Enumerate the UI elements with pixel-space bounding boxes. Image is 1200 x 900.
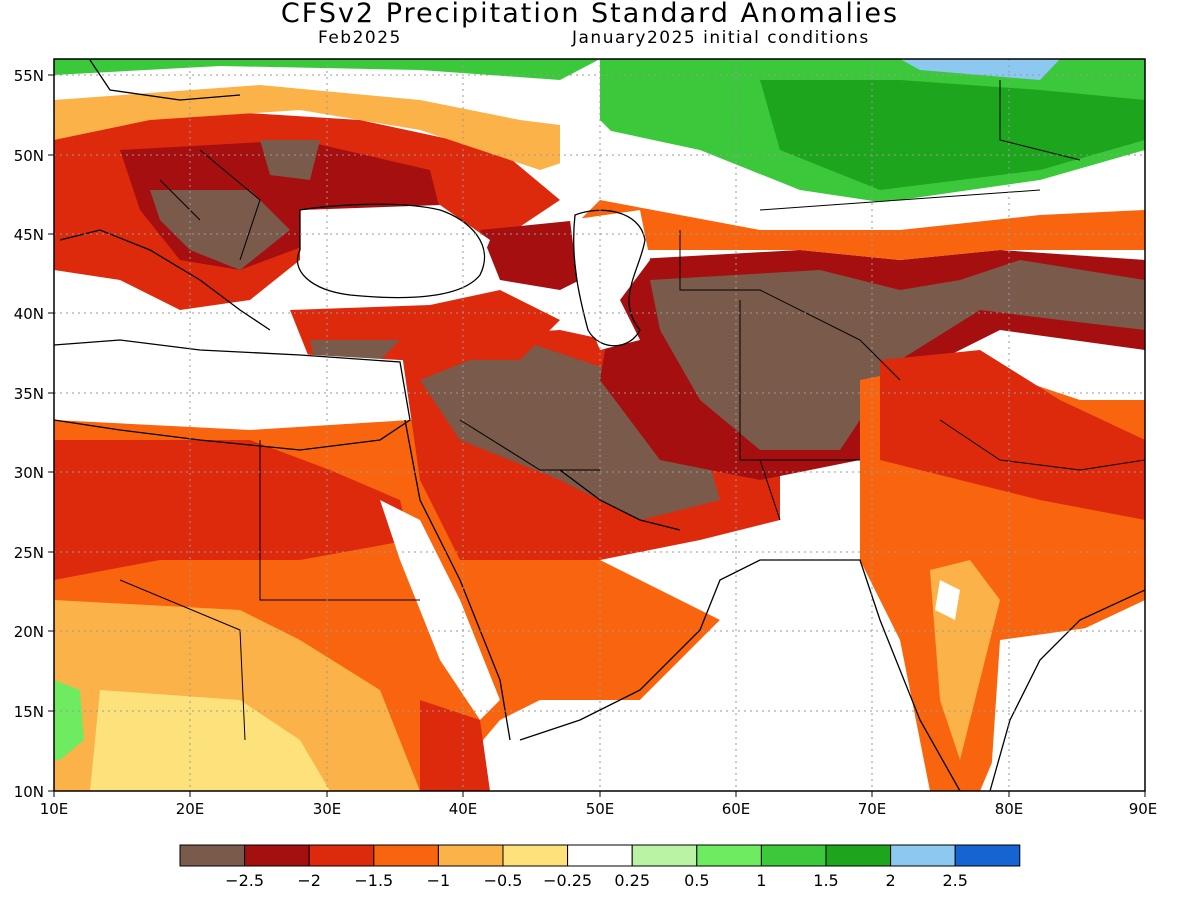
colorbar-label: −1.5 bbox=[354, 871, 393, 890]
lat-tick-marks bbox=[48, 74, 54, 792]
lon-label: 10E bbox=[40, 800, 69, 818]
lat-label: 40N bbox=[14, 305, 44, 323]
colorbar-swatch bbox=[890, 844, 956, 867]
lat-labels: 55N 50N 45N 40N 35N 30N 25N 20N 15N 10N bbox=[14, 67, 44, 801]
init-conditions: January2025 initial conditions bbox=[572, 28, 870, 48]
colorbar-swatch bbox=[502, 844, 569, 867]
page-title: CFSv2 Precipitation Standard Anomalies bbox=[280, 0, 900, 29]
colorbar-label: 2.5 bbox=[942, 871, 967, 890]
colorbar-swatch bbox=[696, 844, 762, 867]
lon-label: 40E bbox=[449, 800, 478, 818]
lon-label: 20E bbox=[176, 800, 205, 818]
colorbar-swatch bbox=[825, 844, 892, 867]
colorbar-swatch bbox=[244, 844, 310, 867]
lat-label: 55N bbox=[14, 67, 44, 85]
lat-label: 20N bbox=[14, 623, 44, 641]
colorbar-label: −0.5 bbox=[484, 871, 523, 890]
lat-label: 35N bbox=[14, 385, 44, 403]
lon-label: 50E bbox=[586, 800, 615, 818]
colorbar-label: 1.5 bbox=[813, 871, 838, 890]
colorbar-swatch bbox=[308, 844, 375, 867]
lat-label: 25N bbox=[14, 544, 44, 562]
country-borders bbox=[119, 80, 1145, 741]
lat-label: 10N bbox=[14, 783, 44, 801]
lat-label: 45N bbox=[14, 226, 44, 244]
colorbar-label: −0.25 bbox=[543, 871, 592, 890]
colorbar-swatch bbox=[760, 844, 827, 867]
coastlines bbox=[54, 59, 1145, 791]
lat-label: 50N bbox=[14, 147, 44, 165]
lon-label: 90E bbox=[1129, 800, 1158, 818]
lon-label: 70E bbox=[858, 800, 887, 818]
lon-label: 60E bbox=[722, 800, 751, 818]
colorbar-labels: −2.5 −2 −1.5 −1 −0.5 −0.25 0.25 0.5 1 1.5 2 2.5 bbox=[225, 871, 968, 890]
colorbar-label: −2 bbox=[297, 871, 321, 890]
colorbar-swatch bbox=[567, 844, 633, 867]
lat-label: 30N bbox=[14, 464, 44, 482]
colorbar-swatch bbox=[631, 844, 698, 867]
colorbar-swatch bbox=[179, 844, 246, 867]
colorbar-swatch bbox=[437, 844, 504, 867]
colorbar bbox=[179, 844, 1021, 867]
colorbar-swatch bbox=[373, 844, 439, 867]
graticule bbox=[54, 59, 1145, 791]
lat-label: 15N bbox=[14, 703, 44, 721]
valid-month: Feb2025 bbox=[318, 28, 402, 48]
colorbar-label: 0.5 bbox=[684, 871, 709, 890]
colorbar-label: 1 bbox=[756, 871, 766, 890]
colorbar-label: −2.5 bbox=[225, 871, 264, 890]
lon-tick-marks bbox=[53, 791, 1146, 797]
colorbar-swatch bbox=[954, 844, 1021, 867]
lon-labels: 10E 20E 30E 40E 50E 60E 70E 80E 90E bbox=[40, 800, 1158, 818]
lon-label: 30E bbox=[313, 800, 342, 818]
colorbar-label: 2 bbox=[886, 871, 896, 890]
lon-label: 80E bbox=[995, 800, 1024, 818]
colorbar-label: 0.25 bbox=[614, 871, 650, 890]
colorbar-label: −1 bbox=[427, 871, 451, 890]
